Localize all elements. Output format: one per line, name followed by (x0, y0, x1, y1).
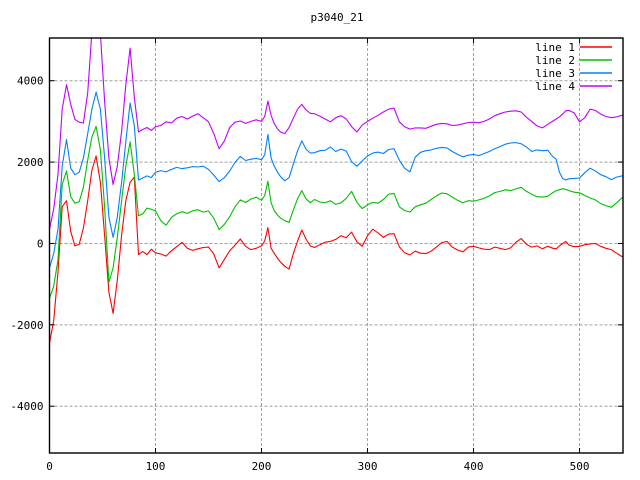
series-line-3 (49, 91, 623, 269)
x-tick-label: 300 (358, 460, 378, 473)
x-tick-label: 100 (146, 460, 166, 473)
plot-border (48, 37, 624, 454)
y-tick-label: -2000 (10, 319, 43, 332)
y-tick-label: 0 (37, 237, 44, 250)
x-tick-label: 400 (464, 460, 484, 473)
legend-label-3: line 3 (535, 67, 575, 80)
y-tick-label: 4000 (17, 75, 44, 88)
x-tick-label: 200 (252, 460, 272, 473)
grid-layer (49, 38, 623, 453)
series-line-2 (49, 125, 623, 299)
x-tick-label: 0 (46, 460, 53, 473)
axis-labels: 0 100 200 300 400 500 -4000 -2000 0 2000 4000 (10, 75, 589, 473)
legend-label-1: line 1 (535, 41, 575, 54)
series-line-4 (49, 38, 623, 230)
y-tick-label: 2000 (17, 156, 44, 169)
x-tick-label: 500 (570, 460, 590, 473)
series-layer (49, 38, 623, 344)
tick-layer (49, 38, 623, 453)
y-tick-label: -4000 (10, 400, 43, 413)
legend-label-4: line 4 (535, 80, 575, 93)
chart-title: p3040_21 (311, 11, 364, 24)
legend-label-2: line 2 (535, 54, 575, 67)
